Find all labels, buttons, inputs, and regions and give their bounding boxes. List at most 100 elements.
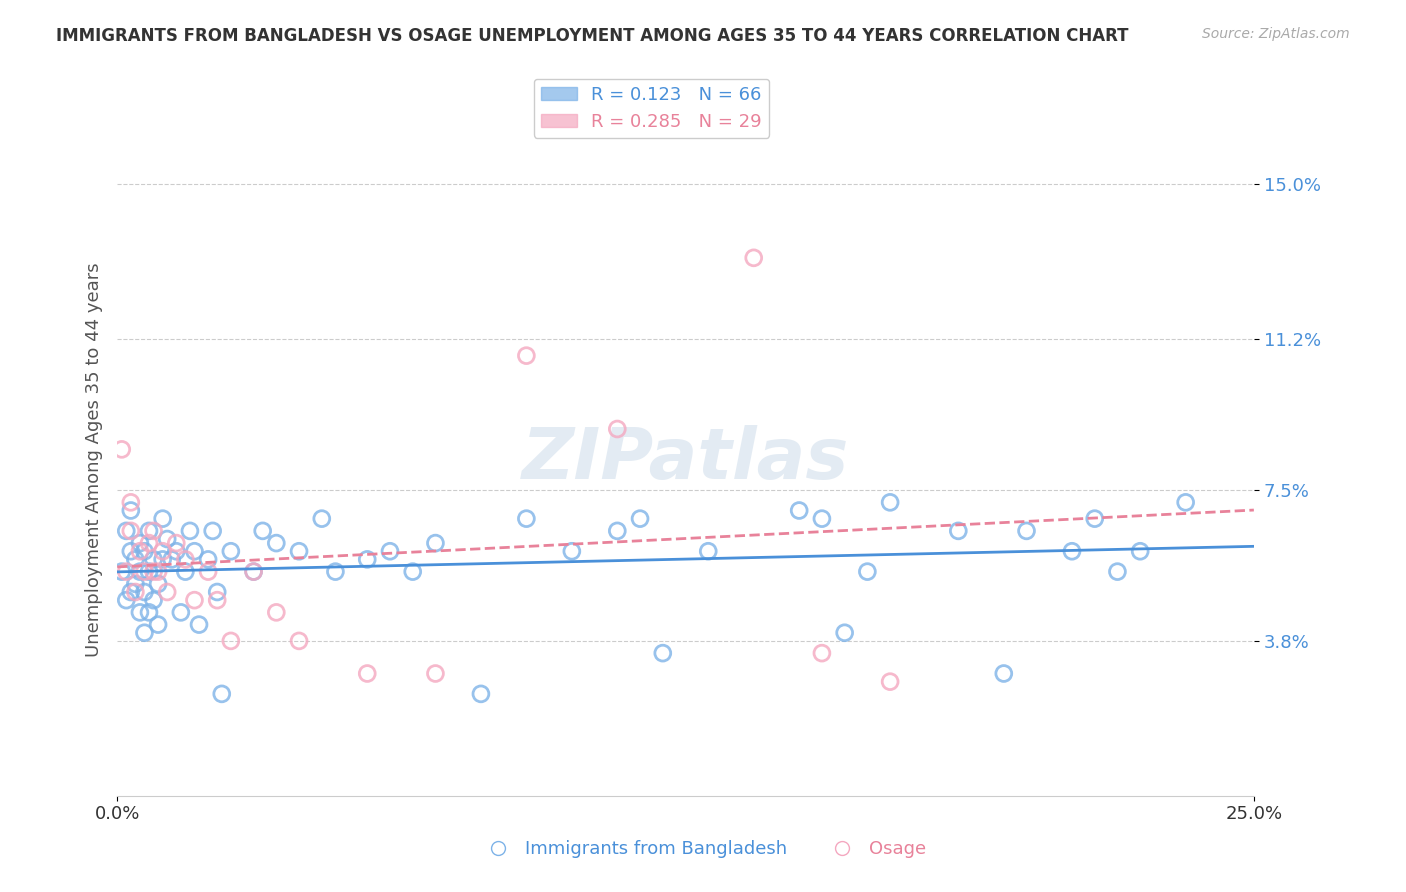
Point [242,565,264,579]
Point [129,606,152,620]
Text: ZIPatlas: ZIPatlas [522,425,849,494]
Point [124,552,146,566]
Point [288,544,311,558]
Point [146,577,169,591]
Point [356,552,378,566]
Point [425,536,447,550]
Point [425,666,447,681]
Point [174,552,197,566]
Point [142,552,165,566]
Point [606,422,628,436]
Point [561,544,583,558]
Point [697,544,720,558]
Point [515,511,537,525]
Point [134,565,156,579]
Point [111,565,134,579]
Point [152,552,174,566]
Point [146,565,169,579]
Point [879,674,901,689]
Point [115,593,138,607]
Point [165,544,187,558]
Point [183,593,205,607]
Point [197,565,219,579]
Point [288,634,311,648]
Point [124,577,146,591]
Point [120,524,142,538]
Point [879,495,901,509]
Point [219,634,242,648]
Point [205,585,228,599]
Point [787,503,810,517]
Point [129,544,152,558]
Point [606,524,628,538]
Point [378,544,401,558]
Point [470,687,492,701]
Legend: R = 0.123   N = 66, R = 0.285   N = 29: R = 0.123 N = 66, R = 0.285 N = 29 [534,78,769,138]
Point [197,552,219,566]
Point [138,565,160,579]
Point [651,646,673,660]
Point [856,565,879,579]
Point [811,511,834,525]
Point [1107,565,1129,579]
Point [138,606,160,620]
Point [115,524,138,538]
Point [142,593,165,607]
Point [152,544,174,558]
Point [1015,524,1038,538]
Point [120,503,142,517]
Point [252,524,274,538]
Point [1174,495,1197,509]
Legend: Immigrants from Bangladesh, Osage: Immigrants from Bangladesh, Osage [472,833,934,865]
Point [311,511,333,525]
Point [266,536,288,550]
Point [211,687,233,701]
Point [325,565,347,579]
Point [628,511,651,525]
Point [948,524,970,538]
Point [174,565,197,579]
Point [138,536,160,550]
Point [124,585,146,599]
Point [156,585,179,599]
Point [515,349,537,363]
Point [120,495,142,509]
Point [402,565,425,579]
Point [146,617,169,632]
Point [1084,511,1107,525]
Point [1129,544,1152,558]
Point [356,666,378,681]
Point [129,565,152,579]
Point [134,625,156,640]
Point [170,606,193,620]
Point [120,544,142,558]
Point [134,544,156,558]
Point [152,511,174,525]
Point [266,606,288,620]
Point [188,617,211,632]
Point [183,544,205,558]
Point [201,524,224,538]
Point [115,565,138,579]
Point [142,524,165,538]
Point [134,585,156,599]
Point [165,536,187,550]
Point [129,536,152,550]
Point [742,251,765,265]
Point [834,625,856,640]
Text: Source: ZipAtlas.com: Source: ZipAtlas.com [1202,27,1350,41]
Text: IMMIGRANTS FROM BANGLADESH VS OSAGE UNEMPLOYMENT AMONG AGES 35 TO 44 YEARS CORRE: IMMIGRANTS FROM BANGLADESH VS OSAGE UNEM… [56,27,1129,45]
Point [242,565,264,579]
Point [205,593,228,607]
Point [179,524,201,538]
Point [111,442,134,457]
Point [156,532,179,546]
Point [138,524,160,538]
Point [993,666,1015,681]
Point [160,552,183,566]
Point [1060,544,1083,558]
Point [219,544,242,558]
Point [142,565,165,579]
Point [120,585,142,599]
Point [811,646,834,660]
